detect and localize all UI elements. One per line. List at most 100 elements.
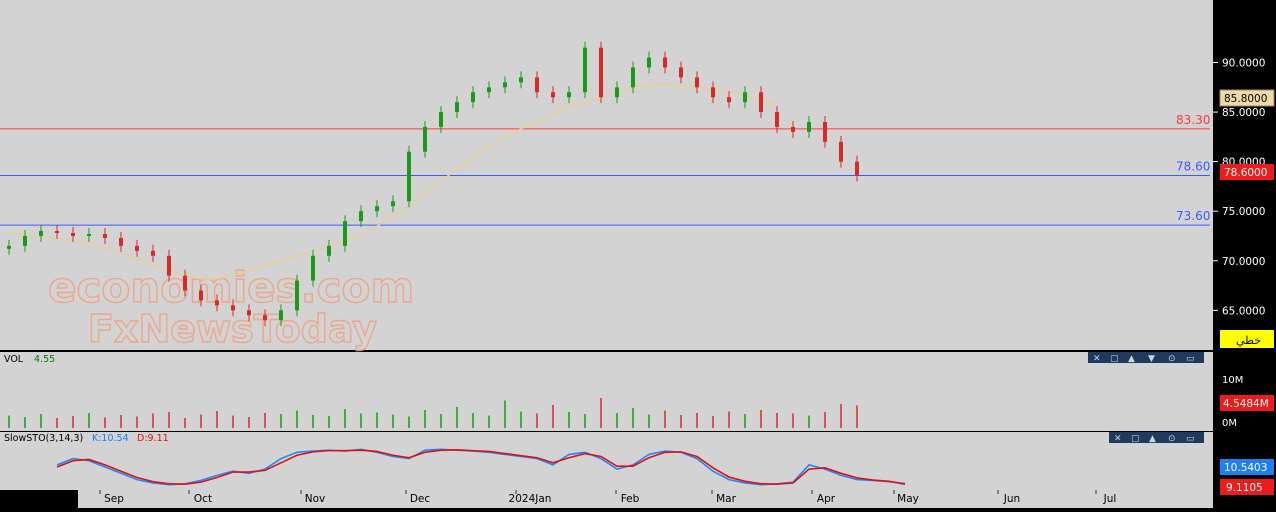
volume-panel-controls[interactable]: ✕ ▢ ▲ ▼ ⊙ ▭ — [1088, 352, 1204, 364]
candle-body[interactable] — [391, 201, 395, 207]
trendline-button[interactable] — [1220, 330, 1274, 348]
time-label-4: 2024Jan — [509, 493, 552, 505]
candle-body[interactable] — [311, 255, 315, 281]
stochastic-k-current: 10.5403 — [1224, 462, 1267, 474]
candle-body[interactable] — [247, 310, 251, 316]
stochastic-restore-icon[interactable]: ▢ — [1131, 434, 1140, 444]
stochastic-d-current: 9.1105 — [1226, 482, 1263, 494]
candle-body[interactable] — [759, 92, 763, 113]
price-tick-4: 70.0000 — [1222, 256, 1265, 268]
candle-body[interactable] — [839, 141, 843, 162]
time-label-0: Sep — [104, 493, 124, 505]
time-label-10: Jul — [1103, 493, 1117, 505]
candle-body[interactable] — [103, 233, 107, 238]
level-label-0: 83.30 — [1176, 113, 1210, 127]
volume-close-icon[interactable]: ✕ — [1093, 354, 1101, 364]
candle-body[interactable] — [55, 231, 59, 233]
candle-body[interactable] — [567, 92, 571, 98]
time-label-5: Feb — [621, 493, 640, 505]
candle-body[interactable] — [87, 233, 91, 236]
candle-body[interactable] — [295, 280, 299, 311]
candle-body[interactable] — [343, 221, 347, 246]
stochastic-panel[interactable] — [0, 432, 1213, 490]
candle-body[interactable] — [599, 47, 603, 98]
stochastic-up-icon[interactable]: ▲ — [1149, 434, 1156, 444]
watermark: economies.com FxNewsToday — [47, 262, 415, 351]
stochastic-settings-icon[interactable]: ⊙ — [1168, 434, 1176, 444]
candle-body[interactable] — [375, 206, 379, 212]
stochastic-d-line — [56, 448, 906, 486]
stochastic-close-icon[interactable]: ✕ — [1114, 434, 1122, 444]
level-label-1: 78.60 — [1176, 160, 1210, 174]
candle-body[interactable] — [7, 245, 11, 249]
candle-body[interactable] — [663, 57, 667, 68]
candle-body[interactable] — [327, 245, 331, 256]
candle-body[interactable] — [359, 211, 363, 222]
stochastic-d-box — [1220, 479, 1274, 495]
candle-body[interactable] — [119, 237, 123, 246]
volume-settings-icon[interactable]: ⊙ — [1168, 354, 1176, 364]
volume-up-icon[interactable]: ▲ — [1128, 354, 1135, 364]
candle-body[interactable] — [39, 231, 43, 236]
time-label-9: Jun — [1003, 493, 1020, 505]
candle-body[interactable] — [151, 250, 155, 256]
stochastic-k-label: K:10.54 — [92, 433, 129, 444]
candle-body[interactable] — [695, 77, 699, 88]
candle-body[interactable] — [727, 97, 731, 103]
volume-title: VOL — [4, 354, 24, 365]
price-tick-3: 75.0000 — [1222, 206, 1265, 218]
candle-body[interactable] — [583, 47, 587, 93]
stochastic-panel-controls[interactable]: ✕ ▢ ▲ ⊙ ▭ — [1109, 432, 1204, 444]
candle-body[interactable] — [471, 92, 475, 103]
price-tick-0: 90.0000 — [1222, 58, 1265, 70]
candle-body[interactable] — [199, 290, 203, 301]
candle-body[interactable] — [503, 82, 507, 88]
candle-body[interactable] — [791, 126, 795, 132]
stochastic-k-box — [1220, 459, 1274, 475]
candle-body[interactable] — [183, 275, 187, 291]
candle-body[interactable] — [775, 112, 779, 127]
candle-body[interactable] — [807, 121, 811, 132]
watermark-line1: economies.com — [48, 263, 414, 312]
candle-body[interactable] — [439, 112, 443, 127]
stochastic-minimize-icon[interactable]: ▭ — [1186, 434, 1195, 444]
volume-current-label: 4.5484M — [1223, 398, 1269, 410]
time-label-7: Apr — [817, 493, 836, 505]
volume-minimize-icon[interactable]: ▭ — [1186, 354, 1195, 364]
price-tick-5: 65.0000 — [1222, 305, 1265, 317]
candle-body[interactable] — [135, 245, 139, 251]
candle-body[interactable] — [263, 315, 267, 321]
candle-body[interactable] — [679, 67, 683, 78]
candle-body[interactable] — [231, 305, 235, 311]
candle-body[interactable] — [711, 87, 715, 98]
candle-body[interactable] — [23, 235, 27, 246]
candle-body[interactable] — [407, 151, 411, 202]
stochastic-d-label: D:9.11 — [137, 433, 169, 444]
candle-body[interactable] — [823, 121, 827, 142]
time-label-6: Mar — [716, 493, 736, 505]
time-axis-labels: Sep Oct Nov Dec 2024Jan Feb Mar Apr May Jun Jul — [99, 490, 1117, 505]
candle-body[interactable] — [743, 92, 747, 103]
candle-body[interactable] — [167, 255, 171, 276]
candle-body[interactable] — [423, 126, 427, 152]
candle-body[interactable] — [551, 92, 555, 98]
time-axis — [78, 490, 1213, 508]
candle-body[interactable] — [279, 310, 283, 321]
candle-body[interactable] — [487, 87, 491, 93]
volume-value: 4.55 — [34, 354, 55, 365]
candle-body[interactable] — [631, 67, 635, 88]
candle-body[interactable] — [455, 102, 459, 113]
horizontal-levels: 83.30 78.60 73.60 — [0, 113, 1210, 226]
candle-body[interactable] — [215, 300, 219, 306]
candle-body[interactable] — [647, 57, 651, 68]
candle-body[interactable] — [71, 232, 75, 236]
candle-body[interactable] — [519, 77, 523, 83]
candle-body[interactable] — [855, 161, 859, 176]
time-label-2: Nov — [305, 493, 326, 505]
volume-down-icon[interactable]: ▼ — [1148, 354, 1155, 364]
candle-body[interactable] — [615, 87, 619, 98]
candle-body[interactable] — [535, 77, 539, 93]
volume-panel[interactable] — [0, 352, 1213, 431]
volume-restore-icon[interactable]: ▢ — [1110, 354, 1119, 364]
